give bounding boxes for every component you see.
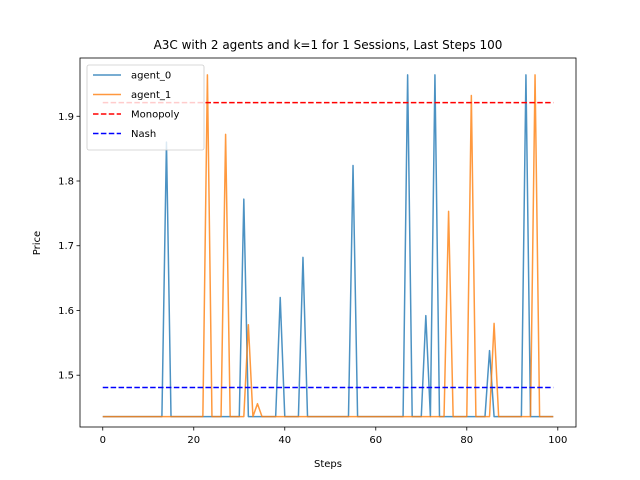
x-tick-label: 80 — [460, 435, 473, 446]
y-tick-label: 1.5 — [58, 371, 74, 382]
legend-label-monopoly: Monopoly — [131, 110, 179, 121]
x-tick-label: 0 — [100, 435, 106, 446]
y-tick-label: 1.6 — [58, 306, 74, 317]
legend-label-nash: Nash — [131, 129, 156, 140]
legend-label-agent-1: agent_1 — [131, 90, 171, 101]
y-tick-label: 1.7 — [58, 241, 74, 252]
x-tick-label: 40 — [278, 435, 291, 446]
x-axis: 0 20 40 60 80 100 — [100, 427, 567, 446]
series-line-agent-1 — [102, 74, 554, 418]
y-tick-label: 1.9 — [58, 112, 74, 123]
x-tick-label: 60 — [369, 435, 382, 446]
y-tick-label: 1.8 — [58, 177, 74, 188]
x-tick-label: 20 — [187, 435, 200, 446]
legend-box — [86, 64, 205, 151]
x-tick-label: 100 — [548, 435, 567, 446]
chart-title: A3C with 2 agents and k=1 for 1 Sessions… — [154, 38, 503, 52]
legend-label-agent-0: agent_0 — [131, 71, 171, 82]
y-axis: 1.5 1.6 1.7 1.8 1.9 — [58, 112, 80, 382]
axes-frame — [79, 57, 577, 428]
legend: agent_0 agent_1 Monopoly Nash — [86, 64, 205, 151]
y-axis-label: Price — [32, 231, 43, 255]
x-axis-label: Steps — [314, 459, 342, 470]
